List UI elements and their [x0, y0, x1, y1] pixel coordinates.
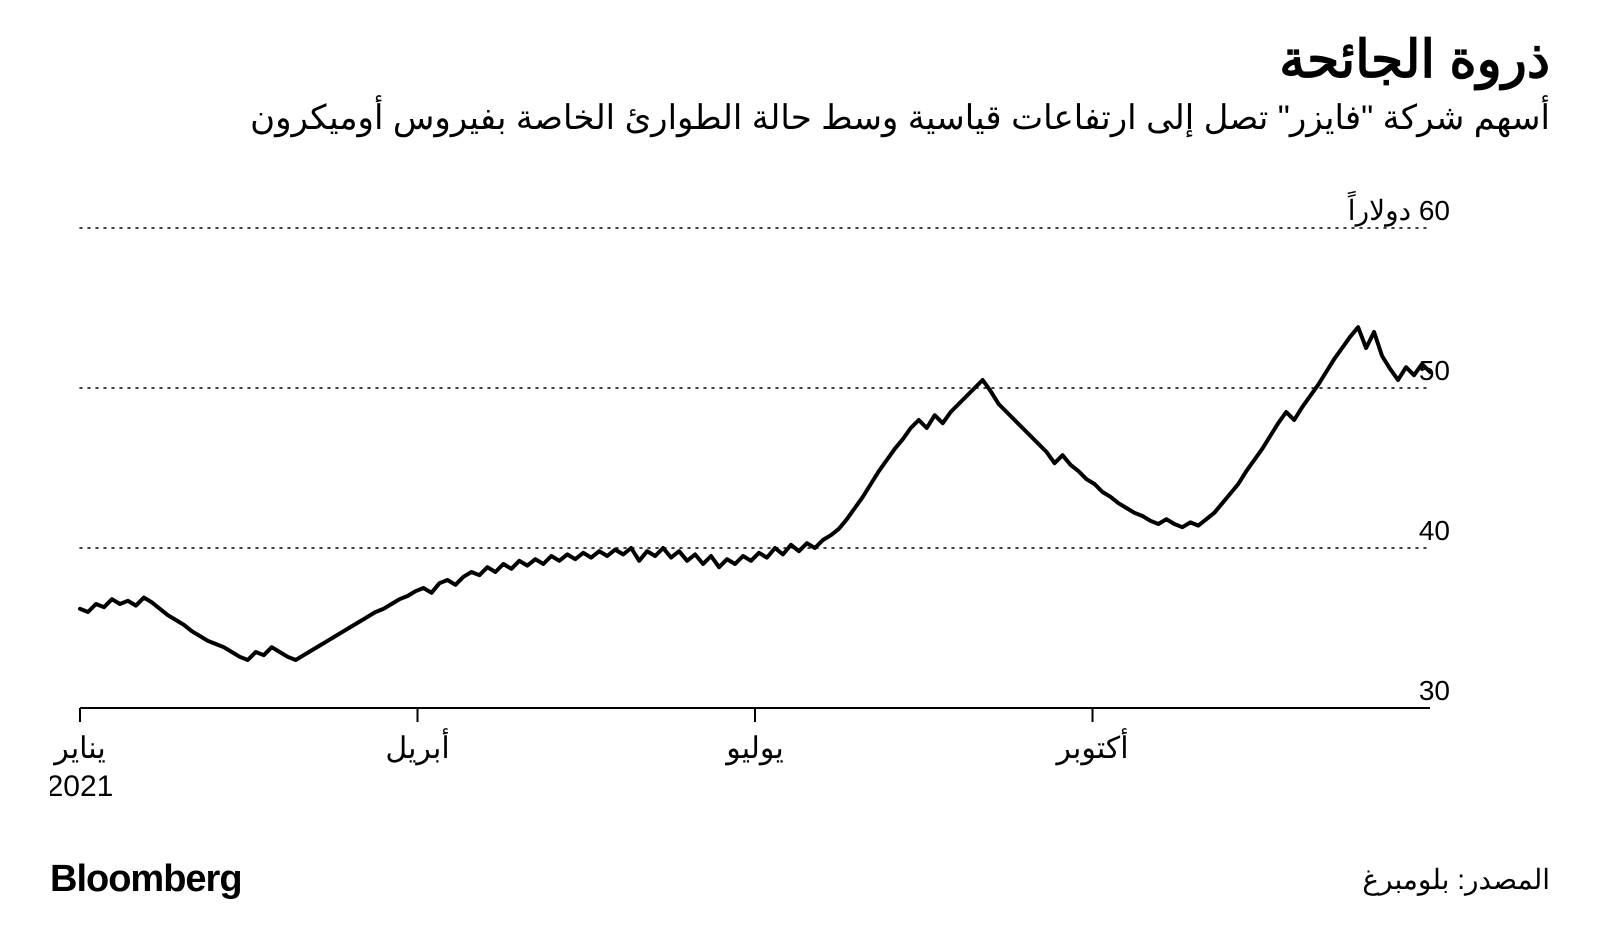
brand-logo: Bloomberg: [50, 858, 242, 901]
chart-subtitle: أسهم شركة "فايزر" تصل إلى ارتفاعات قياسي…: [50, 98, 1550, 138]
data-line: [80, 327, 1430, 660]
line-chart: 30 40 50 60 دولاراً يناير 2021 أبريل يوليو أكتوب…: [50, 178, 1550, 838]
x-axis-label: 2021: [50, 770, 113, 803]
y-axis-label: 60 دولاراً: [1348, 190, 1450, 227]
x-axis-label: يناير: [52, 732, 105, 766]
x-axis-label: يوليو: [724, 732, 784, 766]
x-axis-label: أكتوبر: [1054, 728, 1128, 766]
y-axis-label: 40: [1419, 515, 1450, 546]
y-axis-label: 30: [1419, 675, 1450, 706]
chart-area: 30 40 50 60 دولاراً يناير 2021 أبريل يوليو أكتوب…: [50, 178, 1550, 838]
x-axis-label: أبريل: [385, 728, 449, 766]
chart-title: ذروة الجائحة: [50, 30, 1550, 90]
y-axis-label: 50: [1419, 355, 1450, 386]
source-label: المصدر: بلومبرغ: [1362, 863, 1550, 896]
